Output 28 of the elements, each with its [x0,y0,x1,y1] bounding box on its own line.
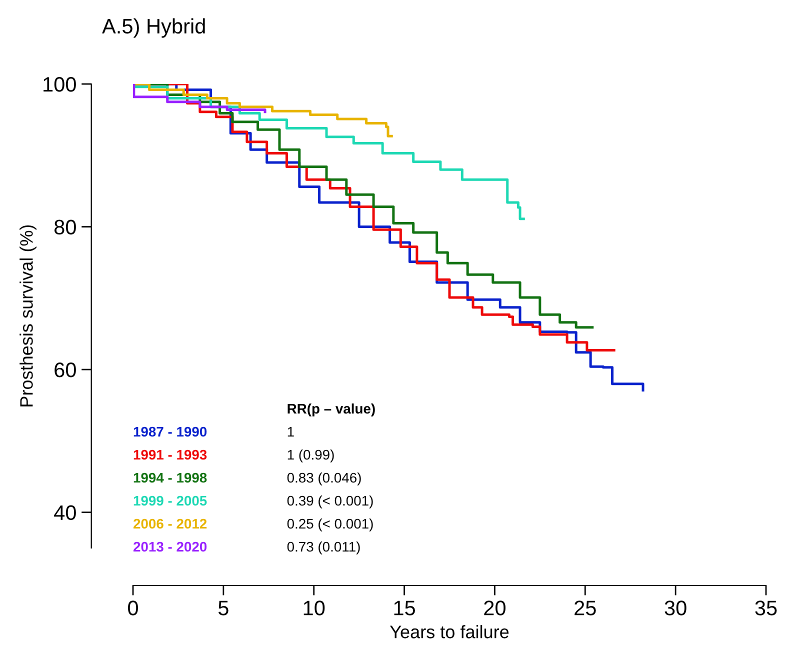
y-tick-label: 80 [54,220,76,235]
annotation: 0.25 (< 0.001) [287,518,373,532]
x-tick-label: 35 [755,600,777,616]
x-tick-label: 15 [394,600,415,616]
annotation: 1 (0.99) [288,449,334,462]
chart-title: A.5) Hybrid [102,18,205,38]
y-tick-label: 60 [54,362,76,378]
text: 1991 - 1993 [134,450,207,460]
text: 1987 - 1990 [134,426,207,437]
x-tick-label: 5 [218,600,228,616]
x-tick-label: 0 [128,600,138,616]
x-tick-label: 25 [574,600,596,616]
x-tick-label: 30 [664,600,686,616]
x-tick-label: 20 [484,600,506,616]
y-tick-label: 100 [44,77,76,92]
annotation: 0.39 (< 0.001) [287,495,373,508]
text: 1994 - 1998 [134,472,207,483]
annotation: 0.83 (0.046) [287,472,361,486]
text: 1999 - 2005 [134,496,207,506]
y-tick-label: 40 [54,505,76,520]
annotation: 0.73 (0.011) [287,541,360,554]
text: 2006 - 2012 [133,518,207,529]
x-tick-label: 10 [304,600,325,616]
annotation: RR(p – value) [288,403,375,416]
x-axis-title: Years to failure [390,625,509,638]
text: 2013 - 2020 [133,542,207,552]
y-axis-title: Prosthesis survival (%) [20,225,36,406]
annotation: 1 [288,426,294,437]
